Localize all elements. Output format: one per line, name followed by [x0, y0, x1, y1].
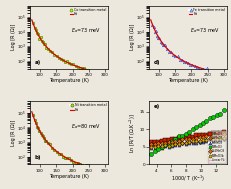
X-axis label: Temperature (K): Temperature (K): [49, 78, 89, 83]
Text: e): e): [153, 104, 159, 109]
Text: $E_a$=80 meV: $E_a$=80 meV: [70, 122, 101, 131]
Y-axis label: Ln [R/T (Ω.K$^{-1}$)]: Ln [R/T (Ω.K$^{-1}$)]: [128, 113, 138, 153]
Y-axis label: Log [R (Ω)]: Log [R (Ω)]: [11, 120, 15, 146]
Text: $E_a$=73 meV: $E_a$=73 meV: [189, 26, 219, 35]
Y-axis label: Log [R (Ω)]: Log [R (Ω)]: [11, 24, 15, 50]
Text: b): b): [35, 155, 41, 160]
Legend: Co transition metal, Fit: Co transition metal, Fit: [69, 7, 106, 17]
X-axis label: 1000/ T (K$^{-1}$): 1000/ T (K$^{-1}$): [170, 174, 204, 184]
Legend: Fe transition metal, Fit: Fe transition metal, Fit: [188, 7, 225, 17]
X-axis label: Temperature (K): Temperature (K): [49, 174, 89, 179]
Legend: PrMnO3, CoMnO3, FeMnO3, NiMnO3, Co2MnO3, NiMnO3b, Linear Fit: PrMnO3, CoMnO3, FeMnO3, NiMnO3, Co2MnO3,…: [207, 131, 225, 163]
X-axis label: Temperature (K): Temperature (K): [167, 78, 207, 83]
Text: d): d): [153, 60, 160, 65]
Legend: Ni transition metal, Fit: Ni transition metal, Fit: [70, 103, 106, 112]
Text: $E_a$=73 meV: $E_a$=73 meV: [70, 26, 101, 35]
Text: a): a): [35, 60, 41, 65]
Y-axis label: Log [R (Ω)]: Log [R (Ω)]: [129, 24, 134, 50]
